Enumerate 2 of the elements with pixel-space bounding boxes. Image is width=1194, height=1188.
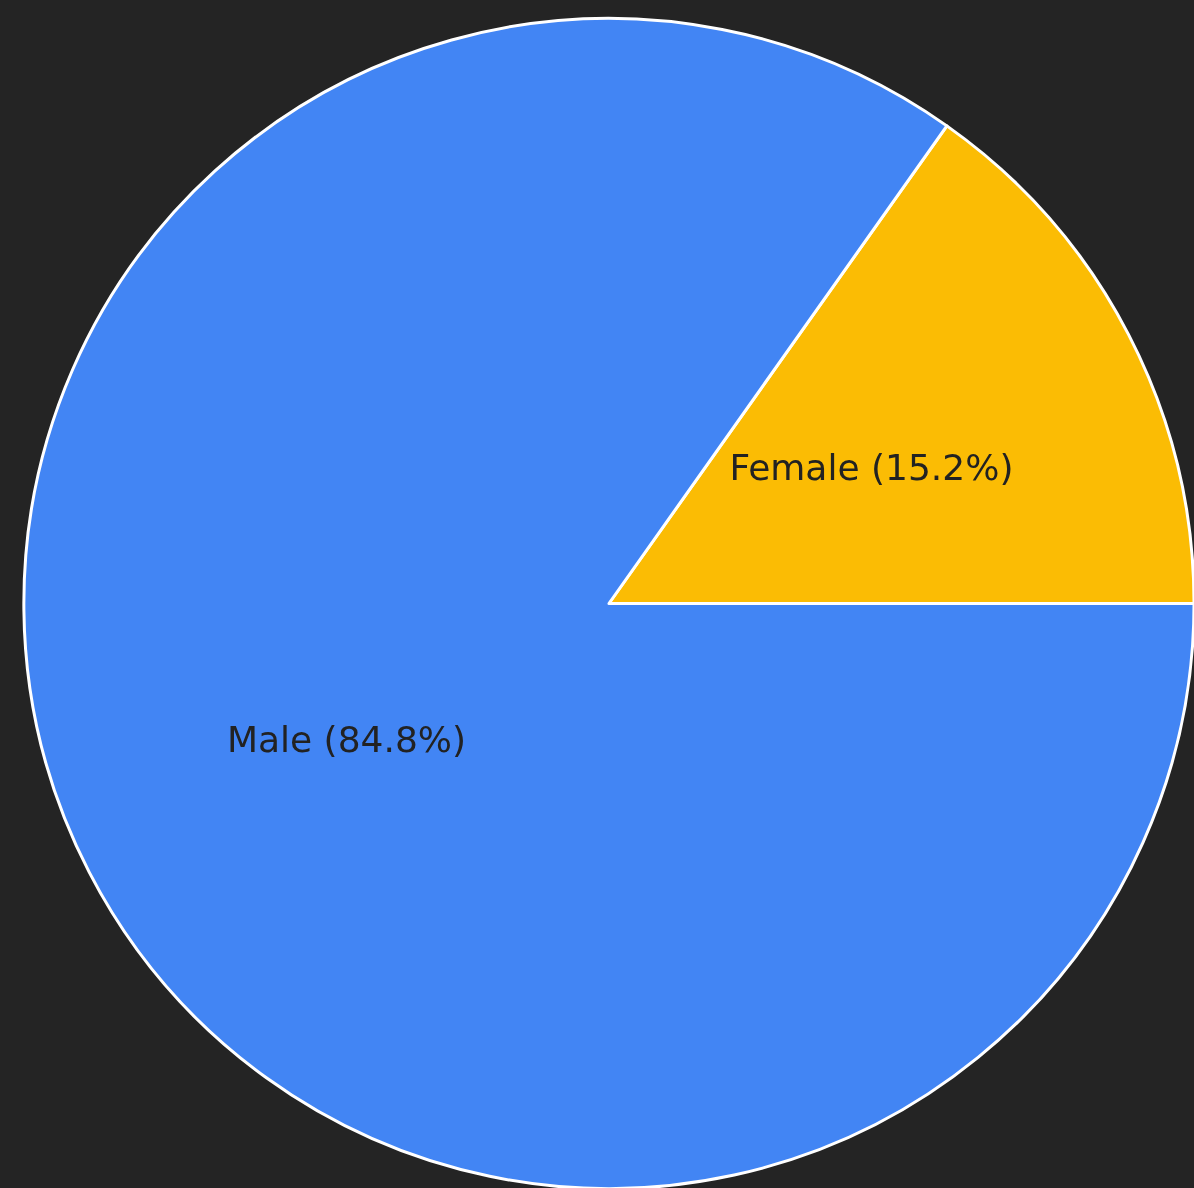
slice-label: Female (15.2%) bbox=[729, 447, 1014, 489]
slice-label: Male (84.8%) bbox=[226, 718, 467, 760]
